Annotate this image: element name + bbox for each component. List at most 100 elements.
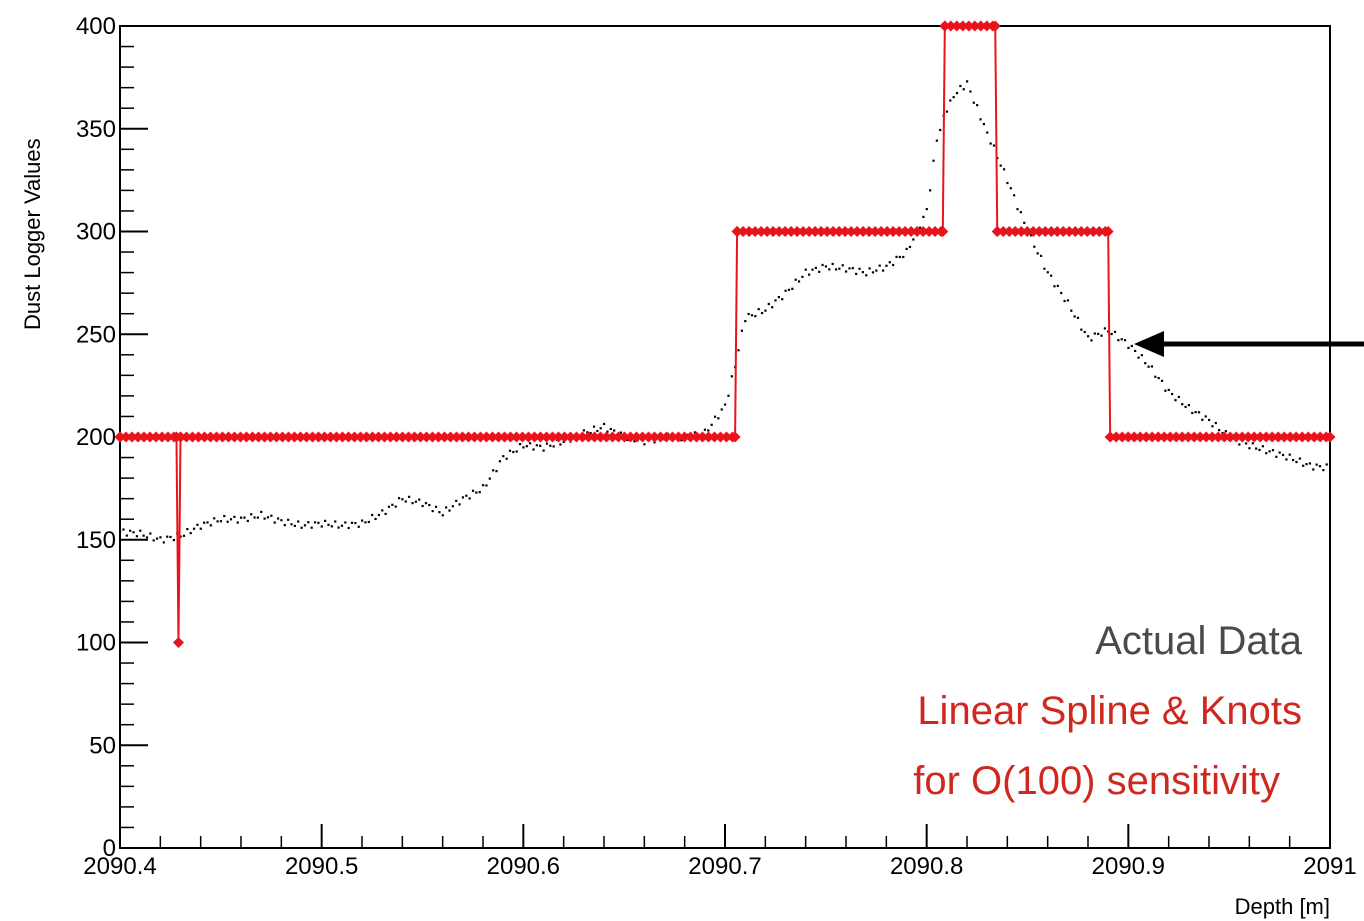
data-point <box>905 247 908 251</box>
data-point <box>1167 388 1170 391</box>
data-point <box>1298 457 1301 460</box>
spline-knot <box>235 431 246 443</box>
spline-knot <box>277 431 288 443</box>
spline-knot <box>1134 431 1146 443</box>
spline-knot <box>367 431 378 443</box>
data-point <box>1171 392 1174 396</box>
spline-knot <box>1284 431 1296 443</box>
data-point <box>1164 389 1167 392</box>
data-point <box>1154 375 1157 378</box>
spline-knot <box>869 226 881 237</box>
spline-knot <box>565 431 576 443</box>
data-point <box>344 521 347 524</box>
data-point <box>740 329 744 332</box>
data-point <box>1060 291 1063 295</box>
spline-knot <box>529 431 540 443</box>
data-point <box>1147 365 1150 368</box>
spline-knot <box>541 431 552 443</box>
spline-knot <box>709 431 720 443</box>
data-point <box>461 496 465 499</box>
data-point <box>203 521 206 524</box>
data-point <box>744 320 747 323</box>
data-point <box>838 267 841 270</box>
spline-knot <box>881 226 893 237</box>
data-point <box>371 513 374 517</box>
data-point <box>680 439 683 442</box>
y-tick-label: 100 <box>76 630 116 657</box>
spline-knot <box>1069 226 1081 237</box>
spline-knot <box>325 431 336 443</box>
spline-knot <box>863 226 875 237</box>
spline-knot <box>1128 431 1140 443</box>
data-point <box>1244 442 1248 445</box>
data-point <box>162 541 165 544</box>
data-point <box>488 477 491 480</box>
actual-data-series <box>119 80 1328 544</box>
data-point <box>424 502 428 505</box>
data-point <box>932 159 935 162</box>
data-point <box>730 375 733 378</box>
data-point <box>250 513 253 516</box>
spline-knot <box>1057 226 1069 237</box>
spline-knot <box>601 431 612 443</box>
data-point <box>1261 445 1264 448</box>
spline-knot <box>679 431 690 443</box>
data-point <box>411 502 414 505</box>
data-point <box>347 526 350 530</box>
data-point <box>955 91 959 95</box>
spline-knot <box>259 431 270 443</box>
spline-knot <box>827 226 839 237</box>
data-point <box>791 287 794 290</box>
data-point <box>189 532 192 535</box>
spline-knot <box>547 431 558 443</box>
data-point <box>888 261 891 264</box>
data-point <box>387 505 391 508</box>
data-point <box>811 268 814 271</box>
spline-knot <box>791 226 803 237</box>
data-point <box>492 469 495 472</box>
linear-spline-series <box>114 20 1336 648</box>
data-point <box>881 269 885 272</box>
data-point <box>1009 187 1012 190</box>
spline-knot <box>355 431 366 443</box>
spline-knot <box>743 226 755 237</box>
data-point <box>1033 245 1036 248</box>
data-point <box>703 428 707 431</box>
spline-knot <box>779 226 791 237</box>
data-point <box>979 118 982 121</box>
data-point <box>1177 395 1180 399</box>
spline-knot <box>120 431 132 443</box>
spline-knot <box>643 431 654 443</box>
data-point <box>908 245 912 249</box>
spline-knot <box>577 431 588 443</box>
data-point <box>441 514 444 517</box>
spline-knot <box>1158 431 1170 443</box>
data-point <box>1063 299 1066 303</box>
data-point <box>300 526 303 529</box>
data-point <box>737 349 740 352</box>
data-point <box>414 500 417 503</box>
data-point <box>757 308 760 311</box>
data-point <box>1278 451 1281 454</box>
spline-knot <box>685 431 696 443</box>
data-point <box>1140 354 1143 357</box>
data-point <box>1002 168 1006 171</box>
spline-knot <box>1093 226 1105 237</box>
data-point <box>418 498 421 501</box>
data-point <box>589 432 592 435</box>
data-point <box>592 425 596 428</box>
data-point <box>545 442 549 445</box>
spline-knot <box>415 431 426 443</box>
spline-knot <box>187 431 198 443</box>
spline-knot <box>945 20 957 32</box>
data-point <box>972 101 975 104</box>
data-point <box>522 446 525 449</box>
data-point <box>918 226 922 229</box>
data-point <box>132 531 135 534</box>
data-point <box>374 517 377 521</box>
spline-knot <box>427 431 438 443</box>
spline-knot <box>1248 431 1260 443</box>
data-point <box>1097 332 1100 336</box>
spline-knot <box>457 431 468 443</box>
data-point <box>263 517 266 520</box>
